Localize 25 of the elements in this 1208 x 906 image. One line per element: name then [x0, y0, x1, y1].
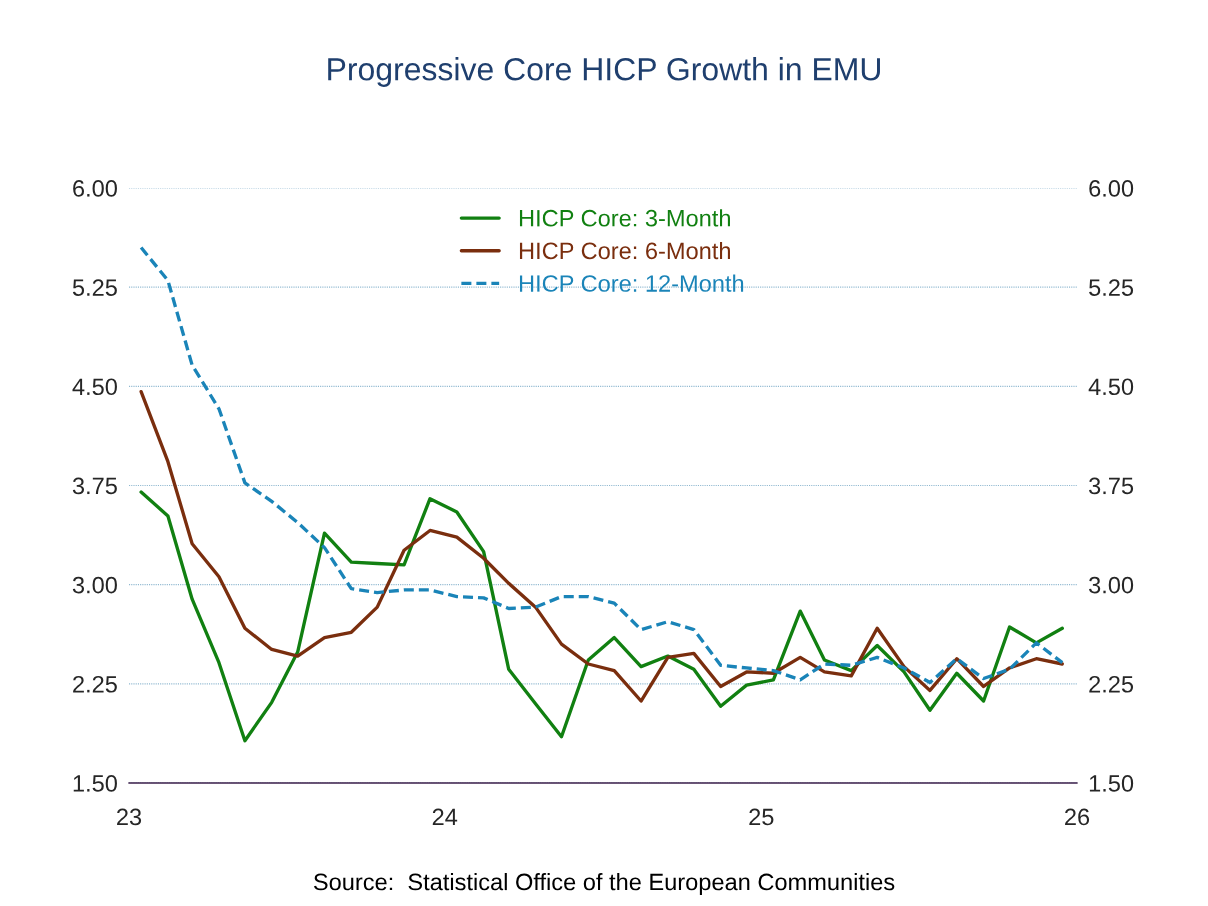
x-tick-label: 24	[432, 808, 458, 826]
y-tick-label: 1.50	[73, 775, 117, 792]
line-series	[139, 389, 1064, 703]
y2-tick-label: 6.00	[1089, 180, 1134, 197]
y-tick-label: 3.75	[72, 477, 117, 495]
x-tick-label: 25	[749, 808, 774, 826]
legend-label: HICP Core: 12-Month	[519, 274, 744, 292]
y-tick-label: 5.25	[72, 279, 117, 296]
y-tick-label: 4.50	[72, 378, 117, 396]
chart-title: Progressive Core HICP Growth in EMU	[328, 57, 880, 87]
y2-tick-label: 3.00	[1089, 576, 1134, 594]
y-tick-label: 3.00	[72, 576, 117, 594]
x-tick-label: 26	[1065, 808, 1090, 826]
y2-tick-label: 5.25	[1089, 279, 1134, 296]
y-tick-label: 2.25	[73, 675, 117, 693]
line-series	[139, 490, 1064, 743]
source-note: Source: Statistical Office of the European Communities	[313, 872, 895, 896]
y2-tick-label: 3.75	[1089, 477, 1134, 495]
y2-tick-label: 4.50	[1088, 378, 1134, 396]
x-tick-label: 23	[117, 808, 142, 826]
legend-label: HICP Core: 6-Month	[519, 241, 730, 260]
y2-tick-label: 2.25	[1089, 675, 1134, 693]
legend-label: HICP Core: 3-Month	[519, 209, 730, 227]
y2-tick-label: 1.50	[1089, 775, 1134, 792]
y-tick-label: 6.00	[73, 180, 117, 197]
